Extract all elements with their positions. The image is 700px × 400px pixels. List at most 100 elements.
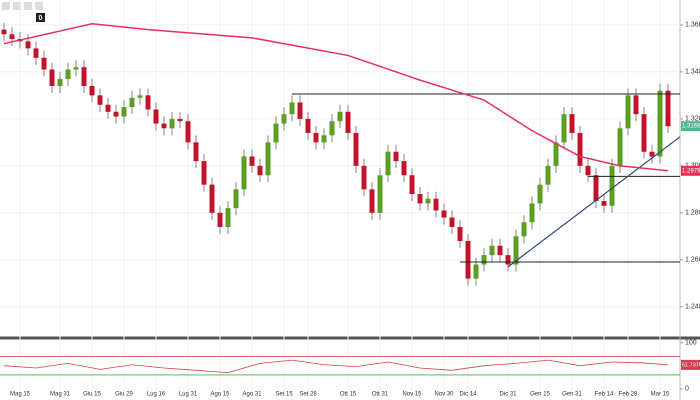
- candle-body: [313, 132, 319, 143]
- candle-body: [561, 114, 567, 143]
- candle-body: [497, 245, 503, 256]
- candle-body: [33, 48, 39, 58]
- candle-body: [321, 135, 327, 143]
- y-tick-label: 0: [685, 386, 689, 393]
- candle-body: [41, 57, 47, 70]
- candle-body: [233, 189, 239, 209]
- candle-body: [545, 165, 551, 185]
- candle-body: [65, 69, 71, 79]
- candle-body: [361, 165, 367, 190]
- y-tick-label: 100: [685, 339, 697, 346]
- candle-body: [585, 165, 591, 176]
- badge: 0: [39, 15, 43, 22]
- rsi-marker-box: [681, 359, 700, 370]
- candle-body: [457, 226, 463, 242]
- candle-body: [385, 151, 391, 176]
- candle-body: [625, 95, 631, 129]
- candle-body: [641, 114, 647, 152]
- moving-average: [3, 22, 669, 172]
- candle-body: [409, 175, 415, 195]
- candle-body: [481, 255, 487, 265]
- tool-icon[interactable]: [24, 2, 32, 10]
- candle-body: [393, 151, 399, 162]
- candle-body: [249, 156, 255, 166]
- candle-body: [425, 198, 431, 204]
- x-tick-label: Set 28: [299, 392, 317, 398]
- candle-body: [81, 67, 87, 86]
- x-tick-label: Set 15: [275, 392, 293, 398]
- x-tick-label: Gen 31: [562, 392, 582, 398]
- candle-body: [185, 121, 191, 143]
- y-tick-label: 1.2400: [685, 304, 700, 311]
- candle-body: [89, 85, 95, 96]
- candle-body: [553, 142, 559, 166]
- candle-body: [521, 222, 527, 237]
- y-tick-label: 1.3200: [685, 116, 700, 123]
- y-tick-label: 1.3600: [685, 22, 700, 29]
- candle-body: [113, 111, 119, 117]
- candle-body: [329, 121, 335, 136]
- candle-body: [657, 90, 663, 157]
- candle-body: [505, 255, 511, 265]
- candle-body: [289, 102, 295, 115]
- candle-body: [265, 142, 271, 176]
- candle-body: [241, 156, 247, 190]
- candle-body: [465, 241, 471, 279]
- ma-marker-box: [681, 165, 700, 176]
- x-tick-label: Feb 14: [595, 392, 614, 398]
- tool-icon[interactable]: [13, 2, 21, 10]
- candle-body: [201, 161, 207, 185]
- candle-body: [513, 236, 519, 265]
- price-marker-label: 1.3169: [682, 124, 700, 130]
- candle-body: [25, 41, 31, 49]
- candle-body: [569, 114, 575, 133]
- x-tick-label: Lug 31: [179, 392, 198, 398]
- candle-body: [337, 111, 343, 122]
- x-tick-label: Mag 15: [10, 392, 31, 398]
- x-tick-label: Ago 31: [242, 392, 262, 398]
- candle-body: [601, 201, 607, 206]
- ma-marker-label: 1.2979: [682, 168, 700, 174]
- candle-body: [617, 128, 623, 166]
- candle-body: [369, 189, 375, 213]
- badge-box: [36, 13, 45, 22]
- candle-body: [633, 95, 639, 115]
- candle-body: [401, 161, 407, 176]
- tool-icon[interactable]: [35, 2, 43, 10]
- candle-body: [297, 102, 303, 119]
- x-tick-label: Nov 30: [434, 392, 454, 398]
- candle-body: [193, 142, 199, 162]
- candle-body: [257, 165, 263, 176]
- candle-body: [281, 114, 287, 124]
- candle-body: [273, 123, 279, 143]
- y-tick-label: 1.2600: [685, 257, 700, 264]
- price-marker-box: [681, 121, 700, 132]
- x-tick-label: Feb 28: [619, 392, 638, 398]
- x-tick-label: Dic 31: [499, 392, 517, 398]
- candle-body: [353, 132, 359, 166]
- candle-body: [433, 198, 439, 211]
- candle-body: [161, 123, 167, 129]
- candle-body: [441, 210, 447, 218]
- candle-body: [649, 151, 655, 157]
- candle-body: [105, 104, 111, 112]
- candle-body: [377, 175, 383, 213]
- candle-body: [49, 69, 55, 86]
- tool-icon[interactable]: [2, 2, 10, 10]
- candle-body: [449, 217, 455, 227]
- x-tick-label: Lug 16: [147, 392, 166, 398]
- candle-body: [145, 95, 151, 110]
- candle-body: [665, 90, 671, 127]
- candle-body: [57, 78, 63, 86]
- candle-body: [417, 194, 423, 204]
- y-tick-label: 1.2800: [685, 210, 700, 217]
- candle-body: [1, 29, 7, 35]
- candle-body: [121, 107, 127, 117]
- x-tick-label: Giu 29: [115, 392, 133, 398]
- candle-body: [153, 109, 159, 124]
- candle-body: [129, 97, 135, 108]
- candle-body: [609, 165, 615, 206]
- candle-body: [169, 118, 175, 129]
